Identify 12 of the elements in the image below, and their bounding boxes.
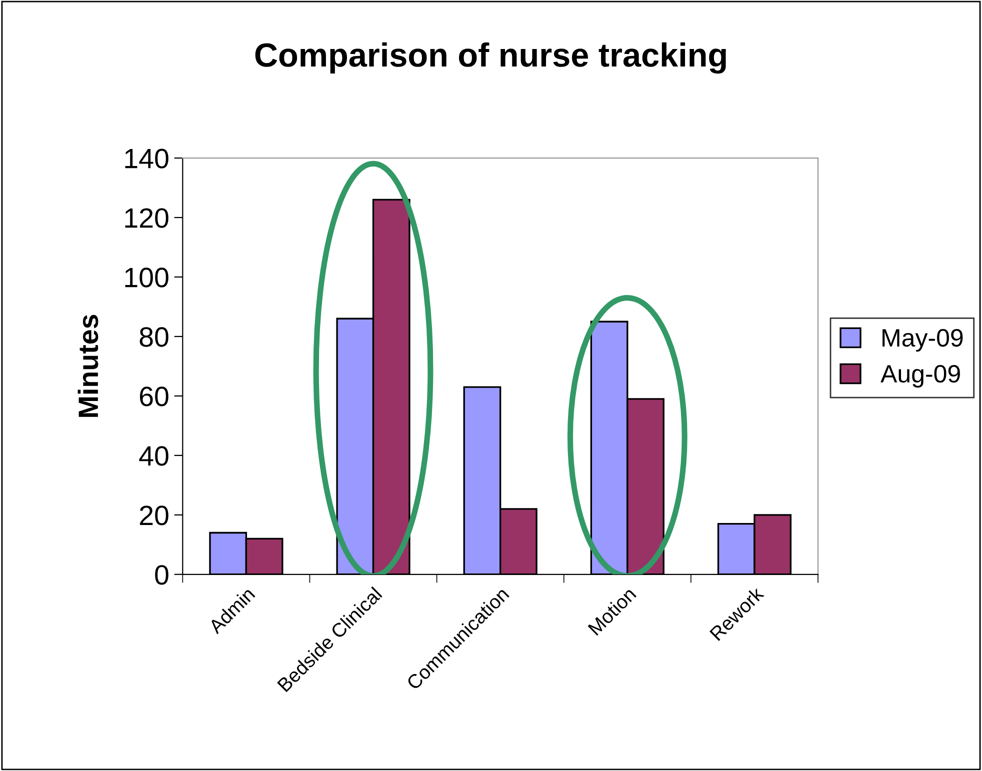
chart-title: Comparison of nurse tracking: [255, 42, 726, 74]
legend-label: May-09: [882, 329, 963, 352]
y-tick-label: 60: [140, 386, 168, 406]
y-tick-label: 100: [125, 268, 168, 288]
y-tick-label: 140: [125, 148, 168, 168]
y-axis-title: Minutes: [78, 314, 98, 417]
y-tick-label: 0: [155, 565, 168, 585]
y-tick-label: 40: [139, 446, 168, 466]
y-tick-label: 20: [140, 506, 168, 526]
y-tick-label: 120: [125, 208, 168, 228]
legend-label: Aug-09: [880, 364, 960, 388]
y-tick-label: 80: [140, 327, 168, 347]
